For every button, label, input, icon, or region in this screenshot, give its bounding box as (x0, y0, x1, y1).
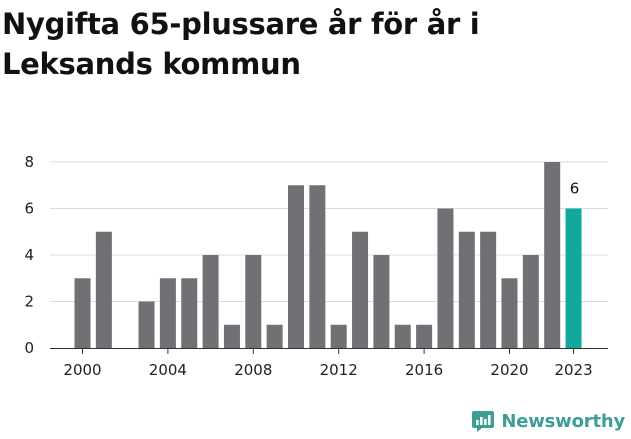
data-label-2023: 6 (570, 180, 580, 198)
bar-2021 (522, 255, 539, 348)
bar-2013 (352, 231, 369, 348)
bar-2009 (266, 324, 283, 348)
bar-2018 (458, 231, 475, 348)
bar-2004 (159, 278, 176, 348)
bar-2010 (288, 185, 304, 348)
x-tick-label-2016: 2016 (405, 361, 443, 379)
bar-2001 (95, 231, 112, 348)
newsworthy-logo-icon (472, 411, 495, 432)
bar-2006 (202, 255, 219, 348)
bar-2016 (416, 324, 433, 348)
x-tick-label-2004: 2004 (149, 361, 187, 379)
bar-2015 (394, 324, 411, 348)
y-tick-label-4: 4 (24, 246, 34, 264)
bar-2020 (501, 278, 518, 348)
bar-2012 (330, 324, 347, 348)
bar-2007 (223, 324, 240, 348)
x-tick-label-2012: 2012 (320, 361, 358, 379)
bar-2005 (181, 278, 198, 348)
x-tick-label-2023: 2023 (554, 361, 592, 379)
y-tick-label-2: 2 (24, 293, 34, 311)
x-tick-label-2020: 2020 (490, 361, 528, 379)
bar-2023 (565, 208, 582, 348)
brand-name: Newsworthy (501, 410, 625, 432)
bar-2017 (437, 208, 454, 348)
chart-title: Nygifta 65-plussare år för år i Leksands… (2, 7, 480, 81)
bar-2011 (309, 185, 326, 348)
y-tick-label-8: 8 (24, 153, 34, 171)
bar-2000 (74, 278, 91, 348)
y-tick-label-6: 6 (24, 200, 34, 218)
x-tick-label-2000: 2000 (63, 361, 101, 379)
y-tick-label-0: 0 (24, 339, 34, 357)
brand-logo: Newsworthy (471, 409, 625, 433)
x-tick-label-2008: 2008 (234, 361, 272, 379)
bar-2003 (138, 301, 155, 348)
bar-2019 (480, 231, 497, 348)
bar-2008 (245, 255, 262, 348)
bar-2022 (544, 162, 561, 348)
bar-2014 (373, 255, 390, 348)
